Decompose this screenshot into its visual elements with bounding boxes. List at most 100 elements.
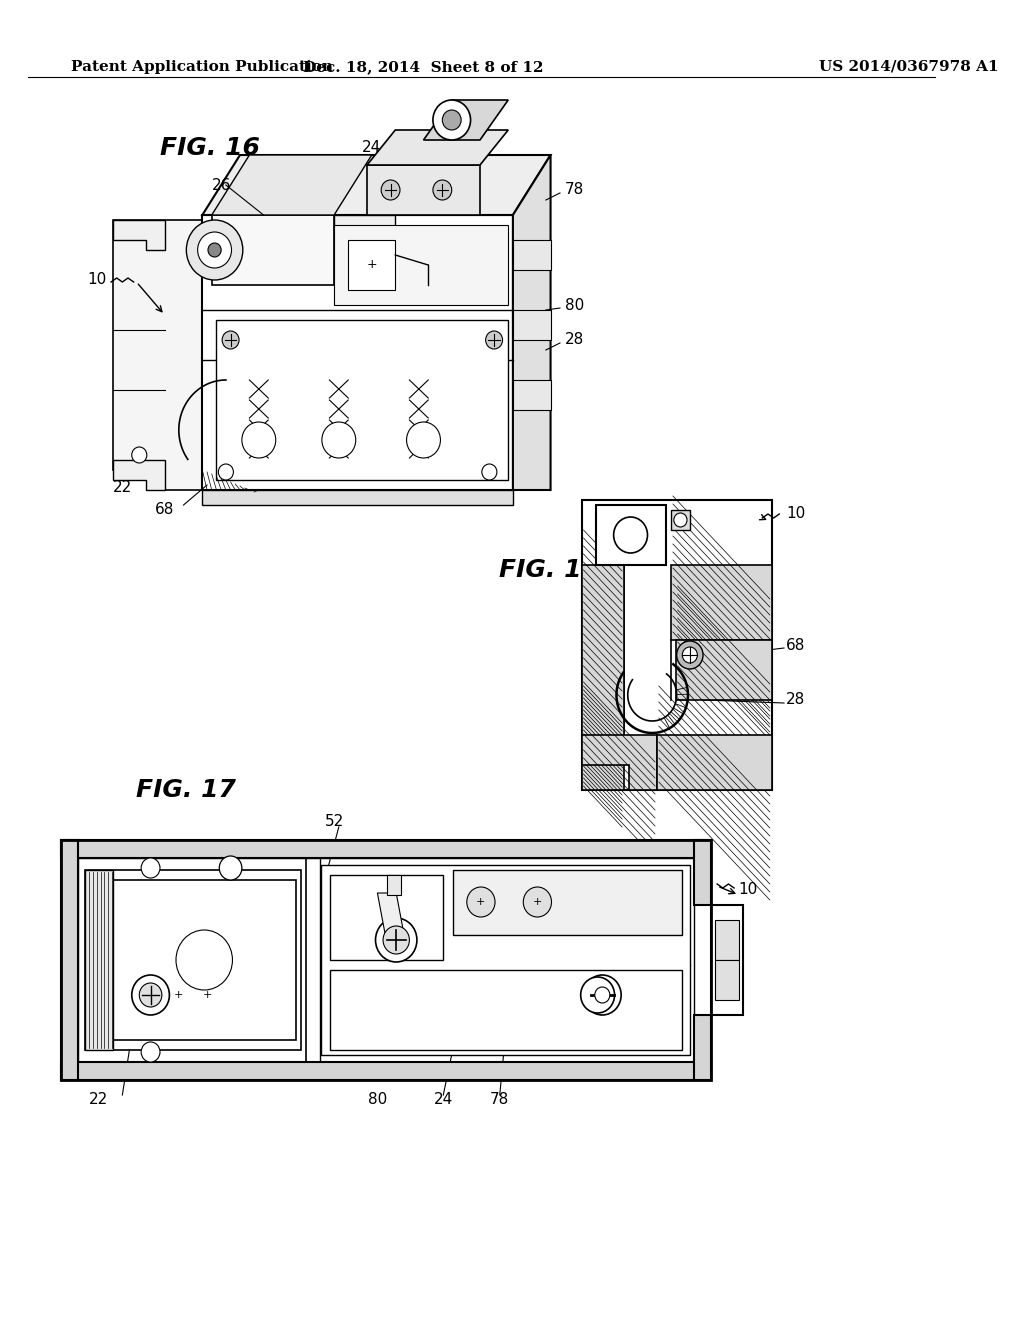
Polygon shape <box>367 165 480 215</box>
Text: +: + <box>203 990 212 1001</box>
Circle shape <box>186 220 243 280</box>
Polygon shape <box>424 100 508 140</box>
Text: 22: 22 <box>89 1093 109 1107</box>
Polygon shape <box>387 875 401 895</box>
Circle shape <box>383 927 410 954</box>
Polygon shape <box>513 154 551 490</box>
Polygon shape <box>716 920 738 960</box>
Circle shape <box>219 855 242 880</box>
Text: 10: 10 <box>738 883 758 898</box>
Text: 80: 80 <box>564 297 584 313</box>
Polygon shape <box>657 735 772 789</box>
Circle shape <box>198 232 231 268</box>
Text: 10: 10 <box>785 507 805 521</box>
Polygon shape <box>321 865 690 1055</box>
Text: 52: 52 <box>325 814 344 829</box>
Circle shape <box>595 987 610 1003</box>
Circle shape <box>141 1041 160 1063</box>
Polygon shape <box>85 870 113 1049</box>
Circle shape <box>467 887 495 917</box>
Circle shape <box>176 931 232 990</box>
Polygon shape <box>331 875 443 960</box>
Polygon shape <box>216 319 508 480</box>
Bar <box>513 310 551 341</box>
Polygon shape <box>367 129 508 165</box>
Circle shape <box>218 465 233 480</box>
Circle shape <box>322 422 355 458</box>
Polygon shape <box>596 506 667 565</box>
Polygon shape <box>203 490 513 506</box>
Polygon shape <box>203 215 513 490</box>
Text: +: + <box>367 259 377 272</box>
Circle shape <box>581 977 614 1012</box>
Polygon shape <box>716 960 738 1001</box>
Polygon shape <box>693 840 711 906</box>
Polygon shape <box>348 240 395 290</box>
Circle shape <box>682 647 697 663</box>
Polygon shape <box>113 220 203 490</box>
Polygon shape <box>582 500 772 789</box>
Bar <box>513 380 551 411</box>
Text: FIG. 19: FIG. 19 <box>499 558 599 582</box>
Circle shape <box>208 243 221 257</box>
Text: Dec. 18, 2014  Sheet 8 of 12: Dec. 18, 2014 Sheet 8 of 12 <box>303 59 544 74</box>
Text: 24: 24 <box>362 140 381 154</box>
Text: FIG. 16: FIG. 16 <box>160 136 260 160</box>
Circle shape <box>482 465 497 480</box>
Circle shape <box>442 110 461 129</box>
Polygon shape <box>378 894 406 942</box>
Polygon shape <box>78 858 693 1063</box>
Circle shape <box>132 975 169 1015</box>
Text: 24: 24 <box>433 1093 453 1107</box>
Polygon shape <box>453 870 682 935</box>
Polygon shape <box>582 735 657 789</box>
Circle shape <box>433 180 452 201</box>
Text: 22: 22 <box>113 480 132 495</box>
Circle shape <box>433 100 471 140</box>
Text: 26: 26 <box>212 177 230 193</box>
Polygon shape <box>113 880 297 1040</box>
Text: 28: 28 <box>785 693 805 708</box>
Circle shape <box>613 517 647 553</box>
Polygon shape <box>113 459 165 490</box>
Circle shape <box>485 331 503 348</box>
Text: 80: 80 <box>368 1093 387 1107</box>
Text: +: + <box>476 898 485 907</box>
Polygon shape <box>711 906 743 1015</box>
Polygon shape <box>676 640 772 700</box>
Text: 68: 68 <box>155 503 174 517</box>
Polygon shape <box>582 565 624 789</box>
Circle shape <box>141 858 160 878</box>
Text: 78: 78 <box>490 1093 509 1107</box>
Circle shape <box>407 422 440 458</box>
Polygon shape <box>113 220 165 249</box>
Text: 28: 28 <box>564 333 584 347</box>
Polygon shape <box>331 970 682 1049</box>
Text: +: + <box>174 990 183 1001</box>
Polygon shape <box>693 1015 711 1080</box>
Text: Patent Application Publication: Patent Application Publication <box>71 59 333 74</box>
Text: 78: 78 <box>564 182 584 198</box>
Circle shape <box>132 447 146 463</box>
Polygon shape <box>212 215 334 285</box>
Polygon shape <box>61 1063 711 1080</box>
Polygon shape <box>61 840 78 1080</box>
Circle shape <box>381 180 400 201</box>
Polygon shape <box>203 154 551 215</box>
Circle shape <box>523 887 552 917</box>
Text: 68: 68 <box>785 638 805 652</box>
Polygon shape <box>212 154 372 215</box>
Text: 10: 10 <box>87 272 106 288</box>
Circle shape <box>584 975 622 1015</box>
Circle shape <box>139 983 162 1007</box>
Text: +: + <box>532 898 542 907</box>
Polygon shape <box>85 870 301 1049</box>
Circle shape <box>677 642 703 669</box>
Polygon shape <box>61 840 711 858</box>
Circle shape <box>674 513 687 527</box>
Text: US 2014/0367978 A1: US 2014/0367978 A1 <box>819 59 998 74</box>
Polygon shape <box>334 224 508 305</box>
Bar <box>671 510 690 531</box>
Circle shape <box>242 422 275 458</box>
Circle shape <box>222 331 239 348</box>
